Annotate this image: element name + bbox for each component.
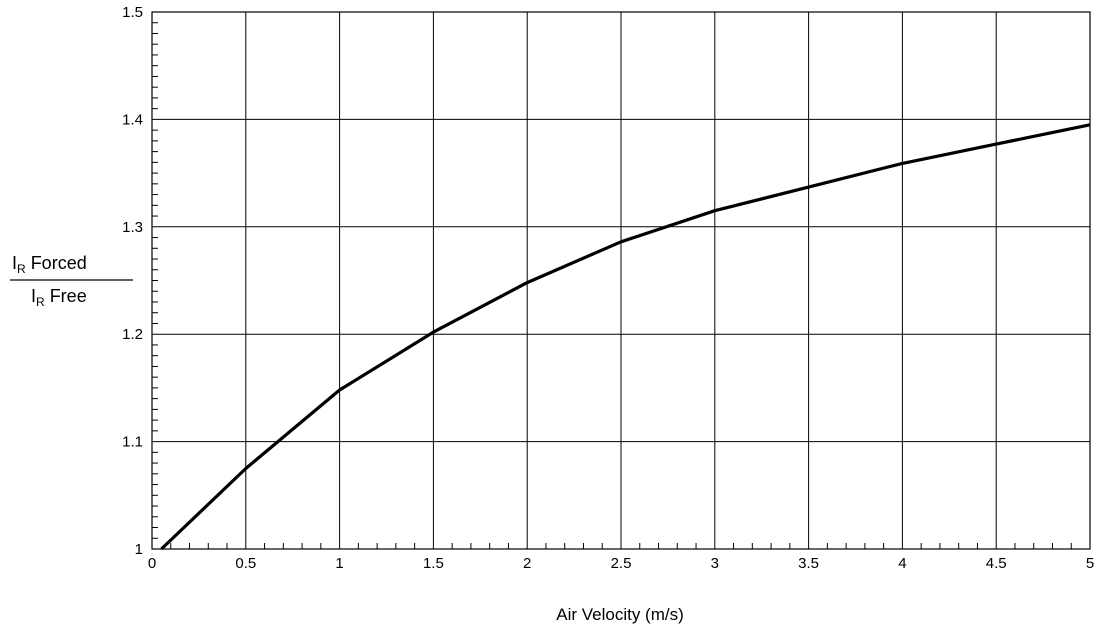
- x-tick-label: 1.5: [423, 555, 444, 572]
- series-layer: [160, 123, 1091, 551]
- y-numerator-main: I: [12, 253, 17, 273]
- x-tick-label: 4: [898, 555, 906, 572]
- grid: [151, 11, 1091, 550]
- y-tick-label: 1.2: [122, 326, 143, 343]
- y-tick-label: 1.3: [122, 219, 143, 236]
- y-denominator-main: I: [31, 286, 36, 306]
- x-tick-label: 3.5: [798, 555, 819, 572]
- y-axis-title: IR Forced IR Free: [10, 253, 133, 309]
- x-axis-title: Air Velocity (m/s): [556, 605, 684, 624]
- y-axis-title-denominator: IR Free: [31, 286, 87, 309]
- minor-ticks: [152, 22, 1072, 549]
- x-tick-label: 1: [335, 555, 343, 572]
- x-tick-label: 3: [711, 555, 719, 572]
- x-tick-label: 2.5: [611, 555, 632, 572]
- y-denominator-sub: R: [36, 295, 45, 309]
- y-tick-labels: 1 1.1 1.2 1.3 1.4 1.5: [122, 4, 143, 558]
- x-tick-label: 5: [1086, 555, 1094, 572]
- x-tick-label: 2: [523, 555, 531, 572]
- x-tick-labels: 0 0.5 1 1.5 2 2.5 3 3.5 4 4.5 5: [148, 555, 1094, 572]
- y-axis-title-numerator: IR Forced: [12, 253, 87, 276]
- x-tick-label: 0: [148, 555, 156, 572]
- y-numerator-rest: Forced: [26, 253, 87, 273]
- y-tick-label: 1.4: [122, 111, 143, 128]
- y-numerator-sub: R: [17, 262, 26, 276]
- plot-frame: [151, 11, 1091, 550]
- y-tick-label: 1: [135, 541, 143, 558]
- series-line-0: [160, 123, 1091, 551]
- x-tick-label: 4.5: [986, 555, 1007, 572]
- y-tick-label: 1.1: [122, 434, 143, 451]
- x-tick-label: 0.5: [235, 555, 256, 572]
- y-denominator-rest: Free: [45, 286, 87, 306]
- y-tick-label: 1.5: [122, 4, 143, 21]
